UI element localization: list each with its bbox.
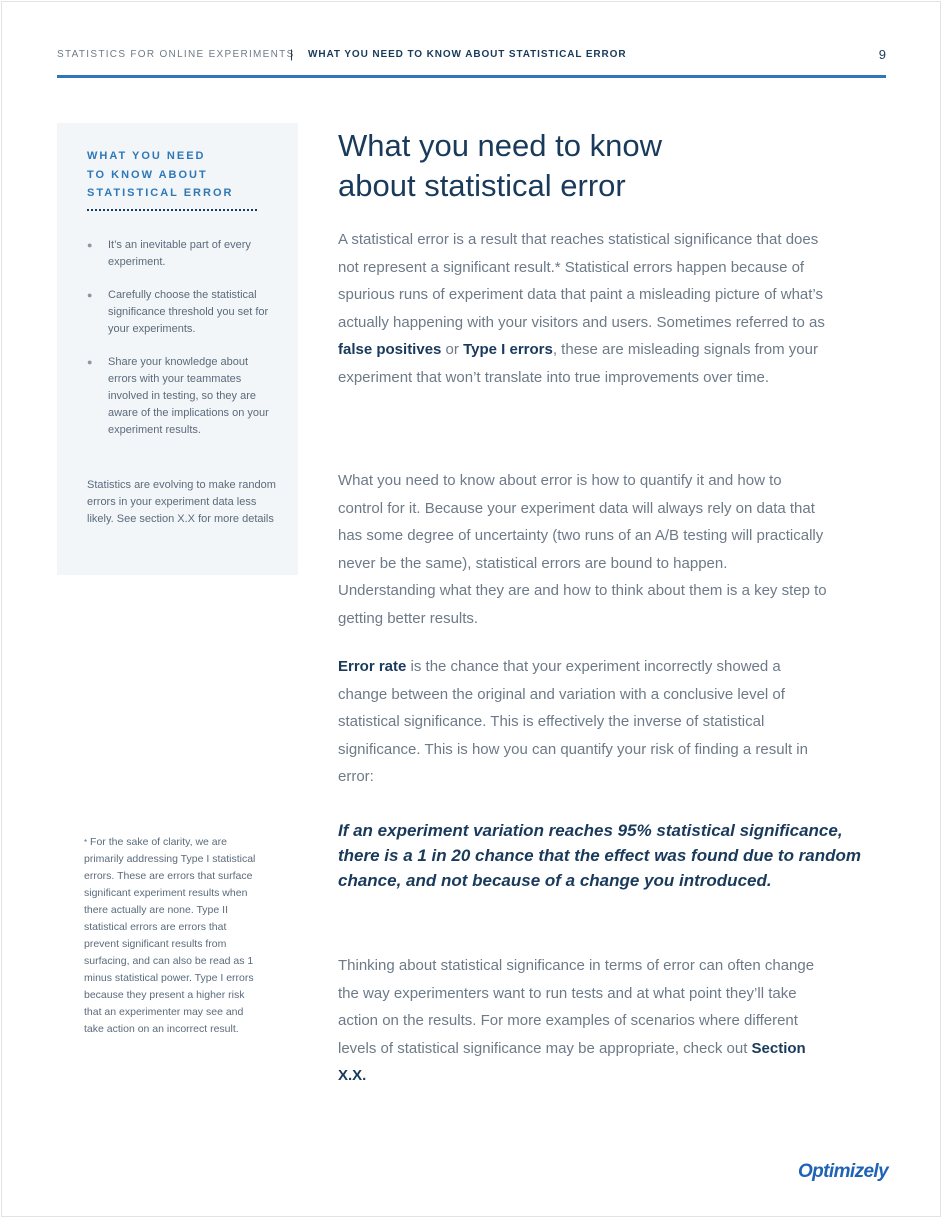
sidebar-bullet-item: ● Share your knowledge about errors with …: [87, 354, 277, 439]
sidebar-bullet-item: ● Carefully choose the statistical signif…: [87, 287, 277, 338]
sidebar-note: Statistics are evolving to make random e…: [87, 479, 276, 525]
dotted-divider: [87, 209, 257, 211]
bullet-icon: ●: [87, 290, 93, 300]
header-section-title: WHAT YOU NEED TO KNOW ABOUT STATISTICAL …: [308, 49, 627, 60]
sidebar-title-line: STATISTICAL ERROR: [87, 187, 234, 199]
error-rate-paragraph: Error rate is the chance that your exper…: [338, 653, 828, 791]
footnote-text: For the sake of clarity, we are primaril…: [84, 836, 256, 1035]
bullet-text: It’s an inevitable part of every experim…: [108, 239, 251, 268]
optimizely-logo: Optimizely: [798, 1161, 889, 1182]
section-reference-link[interactable]: Section X.X.: [338, 1039, 806, 1085]
bullet-icon: ●: [87, 240, 93, 250]
sidebar-bullet-item: ● It’s an inevitable part of every experi…: [87, 237, 277, 271]
bullet-icon: ●: [87, 357, 93, 367]
pull-quote: If an experiment variation reaches 95% s…: [338, 821, 862, 890]
text-run: Thinking about statistical significance …: [338, 957, 815, 1057]
term-type-i-errors: Type I errors: [463, 341, 553, 359]
header-doc-title: STATISTICS FOR ONLINE EXPERIMENTS: [57, 49, 295, 60]
sidebar-title-line: TO KNOW ABOUT: [87, 168, 208, 181]
closing-paragraph: Thinking about statistical significance …: [338, 952, 828, 1090]
text-run: A statistical error is a result that rea…: [338, 231, 825, 331]
sidebar-summary-box: WHAT YOU NEED TO KNOW ABOUT STATISTICAL …: [57, 123, 298, 575]
text-run: or: [441, 341, 464, 359]
sidebar-title-line: WHAT YOU NEED: [87, 150, 206, 162]
text-run: , these are misleading signals from your…: [338, 341, 818, 386]
title-line: about statistical error: [338, 168, 626, 203]
term-error-rate: Error rate: [338, 658, 407, 675]
page-title: What you need to know about statistical …: [338, 126, 818, 206]
bullet-text: Carefully choose the statistical signifi…: [108, 289, 269, 335]
footnote-marker: *: [84, 838, 88, 847]
text-run: is the chance that your experiment incor…: [338, 658, 808, 786]
page-number: 9: [878, 47, 886, 62]
bullet-text: Share your knowledge about errors with y…: [108, 356, 269, 436]
term-false-positives: false positives: [338, 341, 442, 359]
footnote: * For the sake of clarity, we are primar…: [84, 834, 259, 1038]
header-separator: |: [290, 47, 294, 61]
title-line: What you need to know: [338, 128, 662, 163]
quantify-paragraph: What you need to know about error is how…: [338, 472, 827, 627]
sidebar-bullet-list: ● It’s an inevitable part of every experi…: [87, 237, 277, 455]
running-header: STATISTICS FOR ONLINE EXPERIMENTS | WHAT…: [57, 47, 886, 67]
header-rule: [57, 75, 886, 78]
intro-paragraph: A statistical error is a result that rea…: [338, 226, 828, 392]
sidebar-title: WHAT YOU NEED TO KNOW ABOUT STATISTICAL …: [87, 147, 277, 203]
